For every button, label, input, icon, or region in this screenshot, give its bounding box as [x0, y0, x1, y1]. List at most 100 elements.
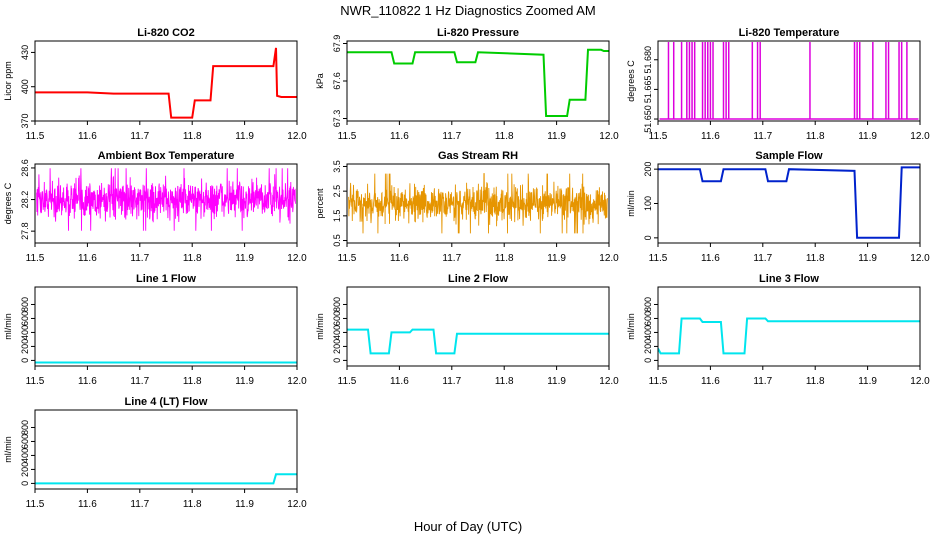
- series-group: [348, 173, 608, 234]
- x-tick-label: 11.8: [183, 376, 202, 387]
- series-line: [347, 328, 609, 355]
- y-tick-label: 370: [20, 113, 30, 128]
- x-tick-label: 11.6: [390, 376, 409, 387]
- x-tick-label: 11.9: [547, 131, 566, 142]
- x-tick-label: 11.5: [338, 253, 357, 264]
- x-tick-label: 12.0: [599, 253, 619, 264]
- panels-group: Li-820 CO2 11.5 11.6 11.7 11.8 11.9 12.0 370 400…: [3, 27, 930, 510]
- x-tick-label: 11.8: [183, 253, 202, 264]
- x-tick-label: 12.0: [599, 376, 619, 387]
- x-tick-label: 11.5: [26, 376, 45, 387]
- y-tick-label: 600: [20, 434, 30, 449]
- x-tick-label: 11.6: [701, 376, 720, 387]
- series-group: [347, 328, 609, 355]
- panel-line2: Line 2 Flow 11.5 11.6 11.7 11.8 11.9 12.0 0 2004…: [315, 273, 619, 387]
- panel-title: Line 2 Flow: [448, 273, 508, 285]
- x-tick-label: 11.6: [78, 499, 97, 510]
- y-tick-label: 51.650: [643, 105, 653, 133]
- x-tick-label: 12.0: [910, 253, 930, 264]
- y-tick-label: 0: [332, 358, 342, 363]
- x-tick-label: 11.7: [130, 253, 149, 264]
- x-tick-label: 11.7: [753, 131, 772, 142]
- y-tick-label: 0: [643, 358, 653, 363]
- x-tick-label: 11.5: [26, 131, 45, 142]
- panel-ambient: Ambient Box Temperature 11.5 11.6 11.7 11.8 1…: [3, 150, 307, 264]
- x-tick-label: 11.7: [753, 253, 772, 264]
- x-tick-label: 11.9: [235, 131, 254, 142]
- y-tick-label: 2.5: [332, 185, 342, 198]
- panel-title: Li-820 Pressure: [437, 27, 519, 39]
- y-tick-label: 400: [643, 325, 653, 340]
- x-tick-label: 11.9: [547, 376, 566, 387]
- y-axis-label: ml/min: [315, 313, 325, 340]
- x-tick-label: 11.5: [649, 253, 668, 264]
- panel-title: Li-820 Temperature: [739, 27, 840, 39]
- series-group: [658, 317, 920, 355]
- plot-frame: [34, 409, 298, 490]
- x-tick-label: 11.8: [806, 131, 825, 142]
- y-tick-label: 800: [332, 297, 342, 312]
- series-line: [347, 48, 609, 117]
- y-tick-label: 67.6: [332, 72, 342, 90]
- x-tick-label: 11.9: [235, 499, 254, 510]
- series-group: [347, 48, 609, 117]
- panel-licor_temp: Li-820 Temperature 11.5 11.6 11.7 11.8 11.9 12…: [626, 27, 930, 142]
- panel-title: Line 3 Flow: [759, 273, 819, 285]
- y-tick-label: 0: [20, 358, 30, 363]
- y-tick-label: 51.665: [643, 76, 653, 104]
- plot-frame: [346, 286, 610, 367]
- y-tick-label: 200: [332, 339, 342, 354]
- y-tick-label: 430: [20, 45, 30, 60]
- y-tick-label: 51.680: [643, 46, 653, 74]
- y-tick-label: 0.5: [332, 234, 342, 247]
- series-line: [658, 166, 920, 239]
- panel-rh: Gas Stream RH 11.5 11.6 11.7 11.8 11.9 12.0 0.5…: [315, 150, 619, 264]
- x-tick-label: 11.7: [130, 131, 149, 142]
- x-tick-label: 11.6: [78, 253, 97, 264]
- plot-frame: [34, 163, 298, 244]
- y-tick-label: 0: [643, 235, 653, 240]
- x-tick-label: 11.9: [235, 253, 254, 264]
- series-line: [35, 473, 297, 485]
- x-tick-label: 11.9: [547, 253, 566, 264]
- series-line: [36, 168, 296, 231]
- series-group: [35, 473, 297, 485]
- series-group: [659, 41, 919, 120]
- y-tick-label: 28.2: [20, 191, 30, 209]
- y-tick-label: 400: [20, 325, 30, 340]
- x-tick-label: 12.0: [599, 131, 619, 142]
- x-tick-label: 11.5: [649, 376, 668, 387]
- panel-title: Ambient Box Temperature: [98, 150, 235, 162]
- x-tick-label: 11.9: [858, 131, 877, 142]
- x-tick-label: 11.7: [442, 376, 461, 387]
- panel-title: Line 4 (LT) Flow: [125, 396, 208, 408]
- panel-title: Gas Stream RH: [438, 150, 518, 162]
- x-tick-label: 11.6: [390, 253, 409, 264]
- x-tick-label: 11.6: [78, 131, 97, 142]
- x-tick-label: 11.8: [495, 131, 514, 142]
- panel-sample_flow: Sample Flow 11.5 11.6 11.7 11.8 11.9 12.0 0 100 2…: [626, 150, 930, 264]
- x-tick-label: 11.6: [701, 131, 720, 142]
- y-axis-label: ml/min: [626, 190, 636, 217]
- x-tick-label: 11.7: [130, 376, 149, 387]
- x-tick-label: 11.9: [235, 376, 254, 387]
- x-tick-label: 11.6: [701, 253, 720, 264]
- y-axis-label: degrees C: [3, 182, 13, 224]
- plot-frame: [34, 40, 298, 122]
- x-tick-label: 11.5: [649, 131, 668, 142]
- panel-line4: Line 4 (LT) Flow 11.5 11.6 11.7 11.8 11.9 12.0…: [3, 396, 307, 510]
- x-tick-label: 12.0: [287, 253, 307, 264]
- x-tick-label: 11.5: [338, 376, 357, 387]
- y-axis-label: percent: [315, 188, 325, 219]
- panel-title: Line 1 Flow: [136, 273, 196, 285]
- panel-line1: Line 1 Flow 11.5 11.6 11.7 11.8 11.9 12.0 0 2004…: [3, 273, 307, 387]
- y-tick-label: 67.3: [332, 110, 342, 128]
- x-tick-label: 11.7: [442, 131, 461, 142]
- x-tick-label: 12.0: [287, 499, 307, 510]
- x-tick-label: 11.8: [183, 131, 202, 142]
- x-tick-label: 11.8: [806, 253, 825, 264]
- panel-title: Li-820 CO2: [137, 27, 194, 39]
- figure-title: NWR_110822 1 Hz Diagnostics Zoomed AM: [340, 3, 596, 18]
- panel-co2: Li-820 CO2 11.5 11.6 11.7 11.8 11.9 12.0 370 400…: [3, 27, 307, 142]
